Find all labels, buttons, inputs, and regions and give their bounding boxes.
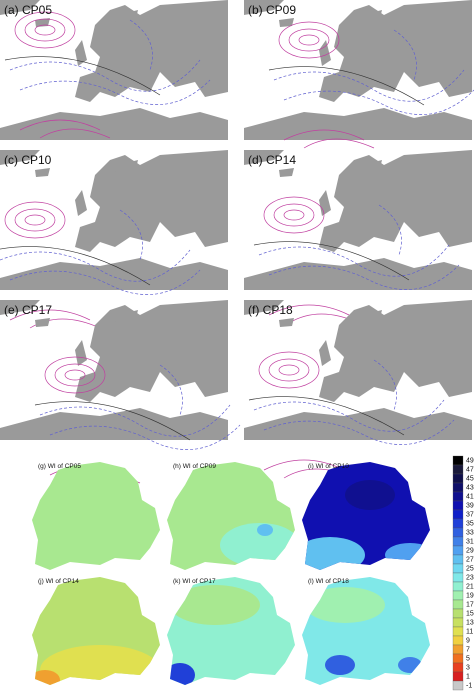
colorbar-segment [452, 464, 464, 475]
colorbar-segment [452, 581, 464, 592]
colorbar-segment [452, 635, 464, 646]
colorbar-label: 43 [466, 484, 474, 491]
wi-map: (h) WI of CP09 [167, 462, 295, 570]
colorbar-segment [452, 527, 464, 538]
colorbar-label: 35 [466, 520, 474, 527]
colorbar-segment [452, 563, 464, 574]
colorbar-segment [452, 608, 464, 619]
wi-map: (k) WI of CP17 [167, 577, 295, 685]
map-panel: (c) CP10 [0, 150, 228, 329]
colorbar-label: 25 [466, 565, 474, 572]
wi-map: (l) WI of CP18 [302, 577, 430, 685]
colorbar-segment [452, 662, 464, 673]
wi-map: (j) WI of CP14 [32, 577, 160, 685]
map-panel: (f) CP18 [244, 300, 472, 479]
wi-label: (l) WI of CP18 [308, 578, 349, 585]
wi-panels: (g) WI of CP05 (h) WI of CP09 (i) WI of … [32, 462, 430, 685]
colorbar-segment [452, 473, 464, 484]
colorbar-label: -1 [466, 682, 472, 689]
colorbar-label: 37 [466, 511, 474, 518]
colorbar-label: 23 [466, 574, 474, 581]
colorbar-segment [452, 455, 464, 466]
colorbar-segment [452, 518, 464, 529]
wi-map: (g) WI of CP05 [32, 462, 160, 570]
panel-label: (e) CP17 [4, 303, 52, 317]
colorbar-label: 13 [466, 619, 474, 626]
colorbar-label: 15 [466, 610, 474, 617]
colorbar-label: 7 [466, 646, 470, 653]
colorbar-segment [452, 482, 464, 493]
wi-label: (k) WI of CP17 [173, 578, 216, 585]
wi-label: (j) WI of CP14 [38, 578, 79, 585]
colorbar-label: 3 [466, 664, 470, 671]
colorbar-segment [452, 545, 464, 556]
colorbar-label: 49 [466, 457, 474, 464]
colorbar-segment [452, 626, 464, 637]
colorbar-label: 21 [466, 583, 474, 590]
colorbar-label: 11 [466, 628, 473, 635]
panel-label: (c) CP10 [4, 153, 52, 167]
map-panel: (b) CP09 [244, 0, 474, 149]
colorbar-segment [452, 617, 464, 628]
panel-label: (b) CP09 [248, 3, 296, 17]
colorbar-segment [452, 572, 464, 583]
colorbar-label: 31 [466, 538, 474, 545]
wi-label: (i) WI of CP10 [308, 463, 349, 470]
colorbar-segment [452, 644, 464, 655]
colorbar-segment [452, 491, 464, 502]
colorbar-label: 33 [466, 529, 474, 536]
panel-label: (a) CP05 [4, 3, 52, 17]
colorbar-segment [452, 671, 464, 682]
colorbar-label: 29 [466, 547, 474, 554]
colorbar-label: 47 [466, 466, 474, 473]
map-panel: (e) CP17 [0, 300, 241, 484]
colorbar-segment [452, 680, 464, 691]
wi-label: (g) WI of CP05 [38, 463, 81, 470]
map-panel: (d) CP14 [244, 150, 472, 324]
colorbar-label: 27 [466, 556, 474, 563]
colorbar-label: 41 [466, 493, 474, 500]
colorbar-segment [452, 500, 464, 511]
colorbar-segment [452, 590, 464, 601]
colorbar: 4947454341393735333129272523211917151311… [452, 455, 474, 691]
colorbar-label: 39 [466, 502, 474, 509]
wi-label: (h) WI of CP09 [173, 463, 216, 470]
colorbar-label: 17 [466, 601, 474, 608]
colorbar-label: 9 [466, 637, 470, 644]
colorbar-label: 5 [466, 655, 470, 662]
panel-label: (f) CP18 [248, 303, 293, 317]
wi-map: (i) WI of CP10 [302, 462, 430, 570]
colorbar-label: 19 [466, 592, 474, 599]
map-panel: (a) CP05 [0, 0, 228, 140]
colorbar-label: 45 [466, 475, 474, 482]
colorbar-segment [452, 536, 464, 547]
colorbar-segment [452, 509, 464, 520]
colorbar-label: 1 [466, 673, 470, 680]
map-panels: (a) CP05 (b) CP09 (c) CP10 (d) CP14 (e) … [0, 0, 474, 484]
colorbar-segment [452, 554, 464, 565]
panel-label: (d) CP14 [248, 153, 296, 167]
colorbar-segment [452, 653, 464, 664]
colorbar-segment [452, 599, 464, 610]
